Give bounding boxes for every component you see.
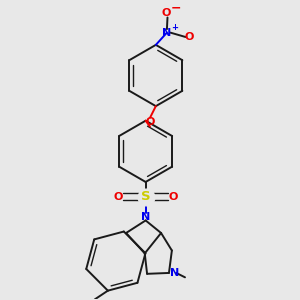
Text: −: − (170, 2, 181, 15)
Text: O: O (185, 32, 194, 42)
Text: O: O (169, 191, 178, 202)
Text: N: N (162, 28, 172, 38)
Text: O: O (161, 8, 171, 18)
Text: N: N (169, 268, 179, 278)
Text: O: O (145, 117, 155, 127)
Text: O: O (113, 191, 123, 202)
Text: S: S (141, 190, 150, 203)
Text: N: N (141, 212, 150, 222)
Text: +: + (172, 23, 178, 32)
